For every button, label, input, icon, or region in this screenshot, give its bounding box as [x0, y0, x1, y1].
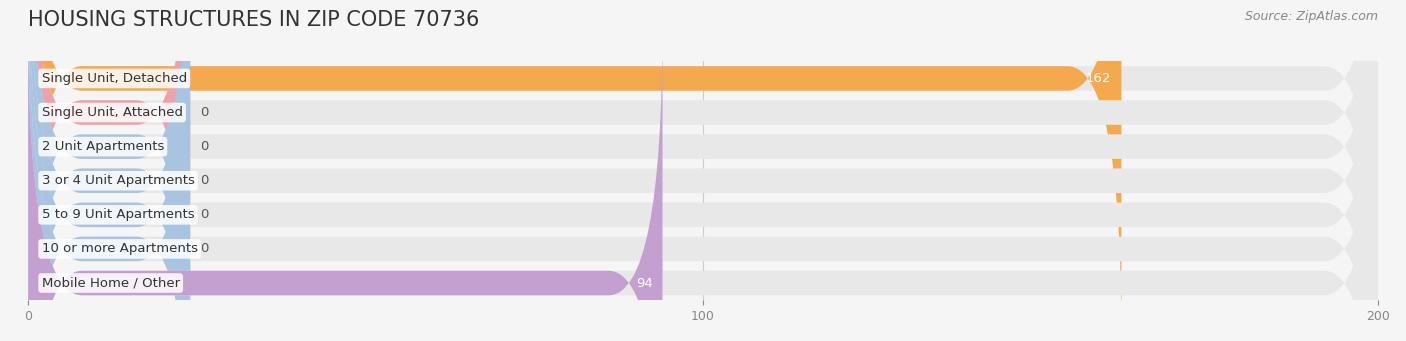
Text: Mobile Home / Other: Mobile Home / Other [42, 277, 180, 290]
FancyBboxPatch shape [28, 0, 190, 341]
Text: HOUSING STRUCTURES IN ZIP CODE 70736: HOUSING STRUCTURES IN ZIP CODE 70736 [28, 10, 479, 30]
Text: 10 or more Apartments: 10 or more Apartments [42, 242, 198, 255]
Text: Single Unit, Detached: Single Unit, Detached [42, 72, 187, 85]
Text: 94: 94 [636, 277, 652, 290]
Text: Single Unit, Attached: Single Unit, Attached [42, 106, 183, 119]
Text: 0: 0 [200, 140, 208, 153]
FancyBboxPatch shape [28, 23, 1378, 341]
Text: 2 Unit Apartments: 2 Unit Apartments [42, 140, 165, 153]
FancyBboxPatch shape [28, 0, 190, 341]
FancyBboxPatch shape [28, 0, 1378, 339]
Text: 0: 0 [200, 242, 208, 255]
FancyBboxPatch shape [28, 0, 190, 341]
Text: 5 to 9 Unit Apartments: 5 to 9 Unit Apartments [42, 208, 194, 221]
Text: 0: 0 [200, 174, 208, 187]
Text: 0: 0 [200, 208, 208, 221]
Text: 0: 0 [200, 106, 208, 119]
Text: 3 or 4 Unit Apartments: 3 or 4 Unit Apartments [42, 174, 194, 187]
FancyBboxPatch shape [28, 0, 1122, 339]
FancyBboxPatch shape [28, 0, 1378, 341]
FancyBboxPatch shape [28, 0, 1378, 341]
Text: 162: 162 [1085, 72, 1111, 85]
FancyBboxPatch shape [28, 0, 1378, 341]
FancyBboxPatch shape [28, 0, 1378, 341]
FancyBboxPatch shape [28, 23, 662, 341]
FancyBboxPatch shape [28, 0, 1378, 341]
FancyBboxPatch shape [28, 0, 190, 341]
Text: Source: ZipAtlas.com: Source: ZipAtlas.com [1244, 10, 1378, 23]
FancyBboxPatch shape [28, 0, 190, 341]
